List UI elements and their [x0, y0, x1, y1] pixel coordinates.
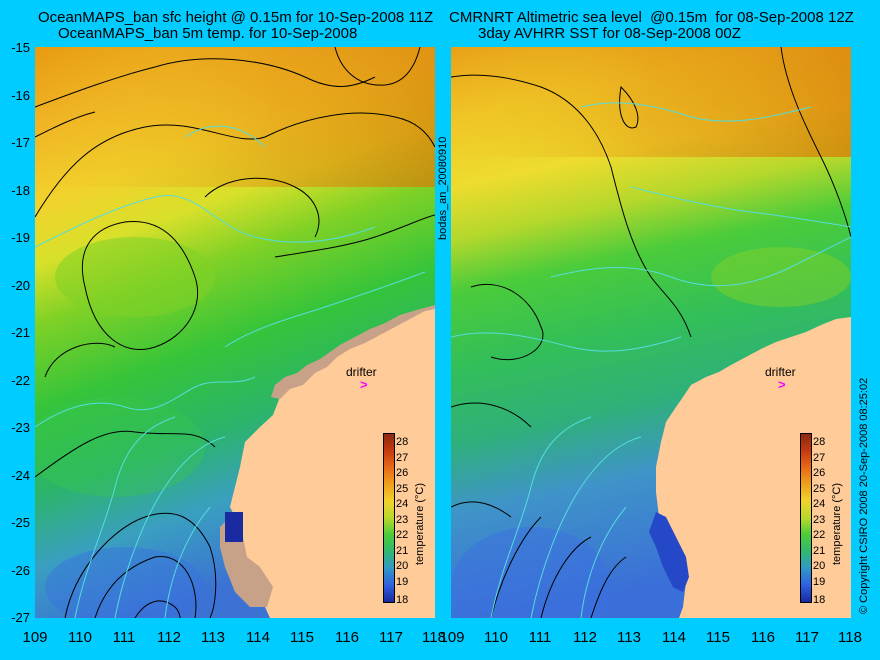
colorbar-tick: 28: [813, 436, 826, 448]
left-map-svg: [35, 47, 435, 618]
y-tick: -23: [11, 420, 30, 435]
left-title-line1: OceanMAPS_ban sfc height @ 0.15m for 10-…: [38, 9, 434, 26]
colorbar-tick: 19: [396, 576, 409, 588]
colorbar-tick: 20: [813, 560, 826, 572]
colorbar-tick: 18: [813, 594, 826, 606]
right-height-contours: [451, 47, 851, 618]
colorbar-tick: 24: [396, 498, 409, 510]
right-colorbar-label: temperature (°C): [831, 482, 843, 565]
colorbar-tick: 27: [396, 452, 409, 464]
colorbar-tick: 22: [396, 529, 409, 541]
colorbar-tick: 26: [396, 467, 409, 479]
right-shelf-contours: [451, 102, 851, 618]
right-map-svg: [451, 47, 851, 618]
right-map-panel: [451, 47, 851, 618]
left-blue-inlet: [225, 512, 243, 542]
y-tick: -24: [11, 468, 30, 483]
colorbar-tick: 21: [396, 545, 409, 557]
colorbar-tick: 23: [396, 514, 409, 526]
x-tick: 117: [795, 629, 819, 646]
x-tick: 110: [484, 629, 508, 646]
y-tick: -27: [11, 610, 30, 625]
x-tick: 118: [422, 629, 446, 646]
right-title-line2: 3day AVHRR SST for 08-Sep-2008 00Z: [478, 25, 741, 42]
left-drifter-label: drifter: [346, 365, 377, 379]
left-coastal-mask: [271, 305, 435, 399]
x-tick: 116: [335, 629, 359, 646]
x-tick: 111: [112, 629, 136, 646]
right-blue-estuary: [649, 512, 689, 592]
left-green-patch: [55, 237, 215, 317]
colorbar-tick: 26: [813, 467, 826, 479]
colorbar-tick: 27: [813, 452, 826, 464]
y-tick: -15: [11, 40, 30, 55]
x-tick: 116: [751, 629, 775, 646]
colorbar-tick: 28: [396, 436, 409, 448]
colorbar-tick: 24: [813, 498, 826, 510]
y-tick: -26: [11, 563, 30, 578]
right-colorbar: [800, 433, 812, 603]
x-tick: 113: [201, 629, 225, 646]
right-title-line1: CMRNRT Altimetric sea level @0.15m for 0…: [449, 9, 854, 26]
left-height-contours: [35, 47, 435, 618]
colorbar-tick: 22: [813, 529, 826, 541]
left-colorbar-label: temperature (°C): [414, 482, 426, 565]
colorbar-tick: 21: [813, 545, 826, 557]
y-tick: -17: [11, 135, 30, 150]
x-tick: 112: [573, 629, 597, 646]
x-tick: 111: [528, 629, 552, 646]
y-tick: -19: [11, 230, 30, 245]
x-tick: 118: [838, 629, 862, 646]
left-title-line2: OceanMAPS_ban 5m temp. for 10-Sep-2008: [58, 25, 358, 42]
x-tick: 110: [68, 629, 92, 646]
y-tick: -25: [11, 515, 30, 530]
left-shelf-contours: [35, 125, 426, 618]
x-tick: 113: [617, 629, 641, 646]
y-tick: -20: [11, 278, 30, 293]
x-tick: 114: [662, 629, 686, 646]
left-warm-water-overlay: [35, 47, 435, 187]
x-tick: 115: [290, 629, 314, 646]
colorbar-tick: 23: [813, 514, 826, 526]
colorbar-tick: 25: [396, 483, 409, 495]
colorbar-tick: 25: [813, 483, 826, 495]
right-drifter-label: drifter: [765, 365, 796, 379]
x-tick: 115: [706, 629, 730, 646]
y-tick: -18: [11, 183, 30, 198]
right-green-patch: [711, 247, 851, 307]
right-drifter-marker: >: [778, 377, 786, 392]
right-warm-water-overlay: [451, 47, 851, 157]
dataset-side-label: bodas_an_20080910: [437, 136, 449, 240]
left-drifter-marker: >: [360, 377, 368, 392]
x-tick: 112: [157, 629, 181, 646]
left-colorbar: [383, 433, 395, 603]
colorbar-tick: 20: [396, 560, 409, 572]
right-cold-patch: [451, 527, 611, 618]
y-tick: -16: [11, 88, 30, 103]
colorbar-tick: 19: [813, 576, 826, 588]
copyright-text: © Copyright CSIRO 2008 20-Sep-2008 08:25…: [858, 377, 870, 614]
x-tick: 109: [22, 629, 48, 646]
colorbar-tick: 18: [396, 594, 409, 606]
left-cold-patch: [45, 547, 205, 618]
x-tick: 114: [246, 629, 270, 646]
x-tick: 117: [379, 629, 403, 646]
y-tick: -22: [11, 373, 30, 388]
left-map-panel: [35, 47, 435, 618]
y-tick: -21: [11, 325, 30, 340]
x-tick: 109: [439, 629, 465, 646]
